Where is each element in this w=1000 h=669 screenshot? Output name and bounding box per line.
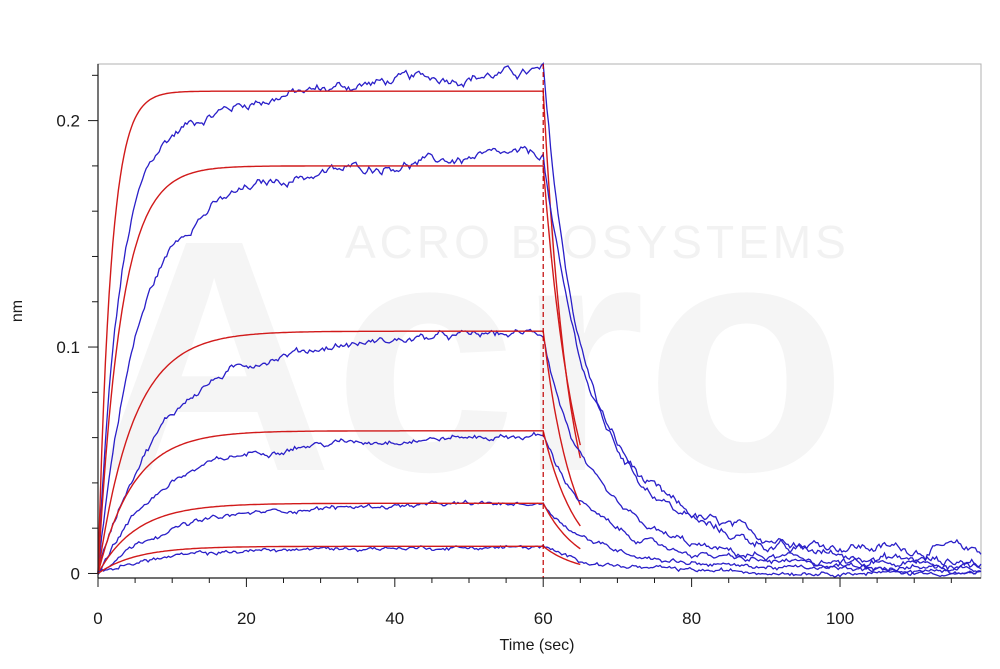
fit-curve	[97, 545, 581, 575]
x-tick-label: 60	[534, 609, 553, 628]
y-tick-label: 0	[71, 564, 80, 583]
measured-curve	[97, 62, 982, 573]
fit-curve	[97, 430, 581, 574]
y-axis-label: nm	[9, 300, 26, 322]
y-tick-label: 0.2	[56, 112, 80, 131]
fit-curve	[97, 90, 581, 574]
axis-ticks	[88, 74, 952, 587]
measured-curve	[97, 544, 982, 578]
watermark-text: ACRO BIOSYSTEMS	[345, 216, 850, 268]
tick-labels: 0 20 40 60 80 100 0 0.1 0.2	[56, 112, 854, 628]
fit-curve	[97, 502, 581, 574]
x-axis-label: Time (sec)	[500, 637, 575, 654]
x-tick-label: 0	[93, 609, 102, 628]
watermark: Acro ACRO BIOSYSTEMS	[95, 171, 850, 540]
measured-curve	[97, 499, 981, 575]
measured-curve	[97, 431, 982, 575]
fit-curve	[97, 165, 581, 574]
fit-curve	[97, 330, 581, 574]
measured-curve	[97, 328, 982, 572]
x-tick-label: 20	[237, 609, 256, 628]
x-tick-label: 100	[826, 609, 854, 628]
axes	[97, 64, 981, 579]
y-tick-label: 0.1	[56, 338, 80, 357]
sensorgram-curves	[97, 62, 982, 578]
measured-curve	[97, 145, 982, 574]
x-tick-label: 80	[682, 609, 701, 628]
x-tick-label: 40	[385, 609, 404, 628]
watermark-logo-letters: Acro	[95, 171, 847, 540]
